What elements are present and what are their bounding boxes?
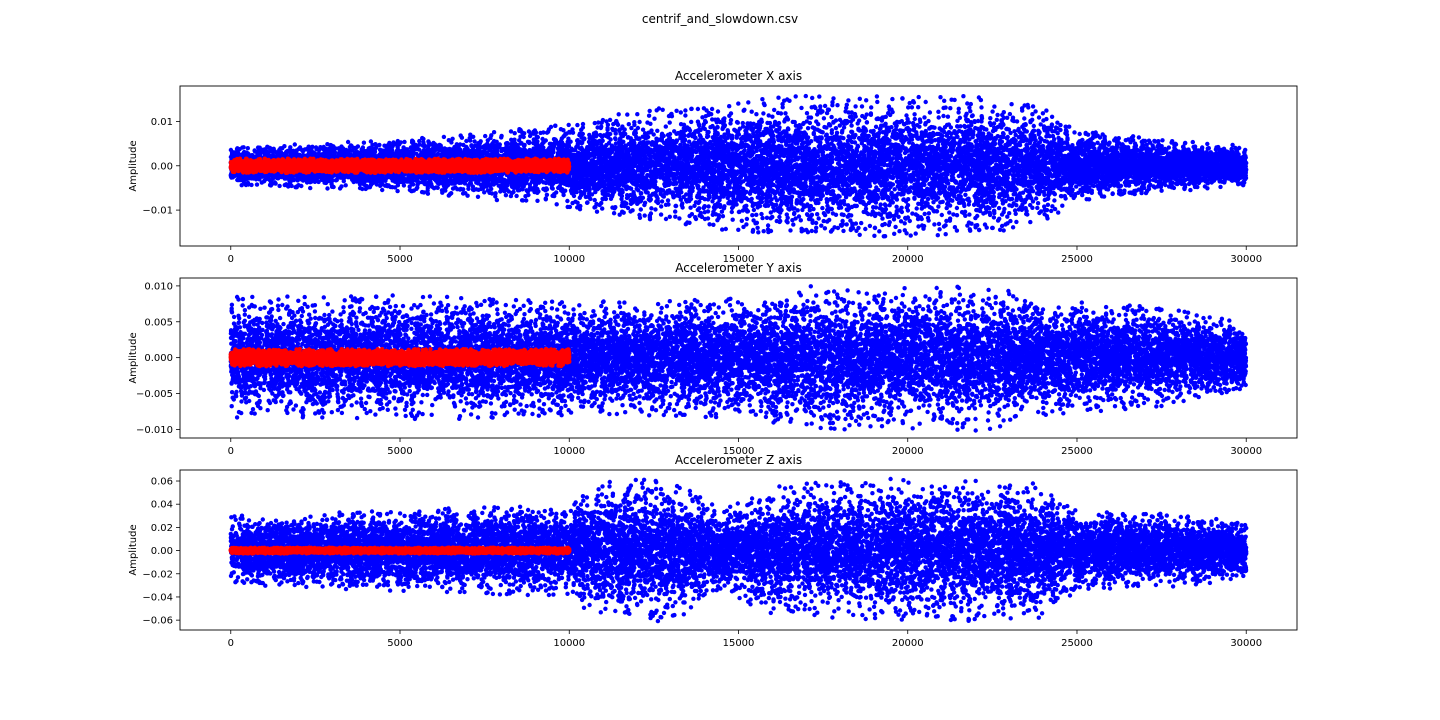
data-point <box>875 94 879 98</box>
data-point <box>831 96 835 100</box>
data-point <box>1147 187 1151 191</box>
data-point <box>597 203 601 207</box>
data-point <box>817 216 821 220</box>
data-point <box>706 204 710 208</box>
data-point <box>874 125 878 129</box>
data-point <box>819 224 823 228</box>
data-point <box>914 231 918 235</box>
data-point <box>827 218 831 222</box>
data-point <box>395 189 399 193</box>
data-point <box>710 107 714 111</box>
data-point <box>868 224 872 228</box>
data-point <box>1028 220 1032 224</box>
data-point <box>916 105 920 109</box>
scatter-points <box>229 94 1249 239</box>
data-point <box>426 192 430 196</box>
data-point <box>612 211 616 215</box>
data-point <box>673 215 677 219</box>
data-point <box>660 199 664 203</box>
data-point <box>729 118 733 122</box>
data-point <box>1151 184 1155 188</box>
data-point <box>937 115 941 119</box>
data-point <box>755 149 759 153</box>
data-point <box>661 108 665 112</box>
data-point <box>629 126 633 130</box>
data-point <box>750 110 754 114</box>
data-point <box>741 225 745 229</box>
data-point <box>1056 210 1060 214</box>
data-point <box>464 139 468 143</box>
data-point <box>544 197 548 201</box>
data-point <box>776 96 780 100</box>
data-point <box>617 112 621 116</box>
data-point <box>1009 102 1013 106</box>
data-point <box>1160 138 1164 142</box>
data-point <box>688 206 692 210</box>
data-point <box>806 230 810 234</box>
data-point <box>783 111 787 115</box>
data-point <box>639 207 643 211</box>
data-point <box>924 129 928 133</box>
data-point <box>841 229 845 233</box>
data-point <box>890 97 894 101</box>
data-point <box>1052 198 1056 202</box>
data-point <box>992 104 996 108</box>
data-point <box>889 125 893 129</box>
data-point <box>637 120 641 124</box>
data-point <box>737 210 741 214</box>
data-point <box>593 198 597 202</box>
data-point <box>912 100 916 104</box>
data-point <box>988 121 992 125</box>
subplot-1: 0 5000 10000 15000 20000 25000 30000−0.010.000… <box>128 69 1297 265</box>
data-point <box>1008 112 1012 116</box>
data-point <box>673 209 677 213</box>
data-point <box>750 213 754 217</box>
data-point <box>799 218 803 222</box>
data-point <box>1014 212 1018 216</box>
data-point <box>910 105 914 109</box>
data-point <box>788 228 792 232</box>
data-point <box>643 201 647 205</box>
data-point <box>1041 111 1045 115</box>
data-point <box>900 210 904 214</box>
data-point <box>740 219 744 223</box>
data-point <box>697 206 701 210</box>
data-point <box>1188 188 1192 192</box>
data-point <box>600 206 604 210</box>
data-point <box>932 222 936 226</box>
data-point <box>708 125 712 129</box>
data-point <box>745 217 749 221</box>
data-point <box>759 212 763 216</box>
data-point <box>936 110 940 114</box>
data-point <box>912 112 916 116</box>
data-point <box>1137 135 1141 139</box>
data-point <box>781 105 785 109</box>
data-point <box>277 184 281 188</box>
data-point <box>504 193 508 197</box>
data-point <box>791 222 795 226</box>
data-point <box>1035 206 1039 210</box>
data-point <box>476 195 480 199</box>
data-point <box>344 183 348 187</box>
data-point <box>926 197 930 201</box>
data-point <box>830 228 834 232</box>
data-point <box>853 104 857 108</box>
data-point <box>1036 201 1040 205</box>
data-point <box>1014 220 1018 224</box>
data-point <box>595 210 599 214</box>
data-point <box>760 97 764 101</box>
data-point <box>293 142 297 146</box>
data-point <box>572 194 576 198</box>
data-point <box>674 109 678 113</box>
data-point <box>565 199 569 203</box>
data-point <box>632 123 636 127</box>
data-point <box>794 94 798 98</box>
data-point <box>567 123 571 127</box>
data-point <box>852 186 856 190</box>
data-point <box>635 112 639 116</box>
data-point <box>677 216 681 220</box>
data-point <box>963 193 967 197</box>
